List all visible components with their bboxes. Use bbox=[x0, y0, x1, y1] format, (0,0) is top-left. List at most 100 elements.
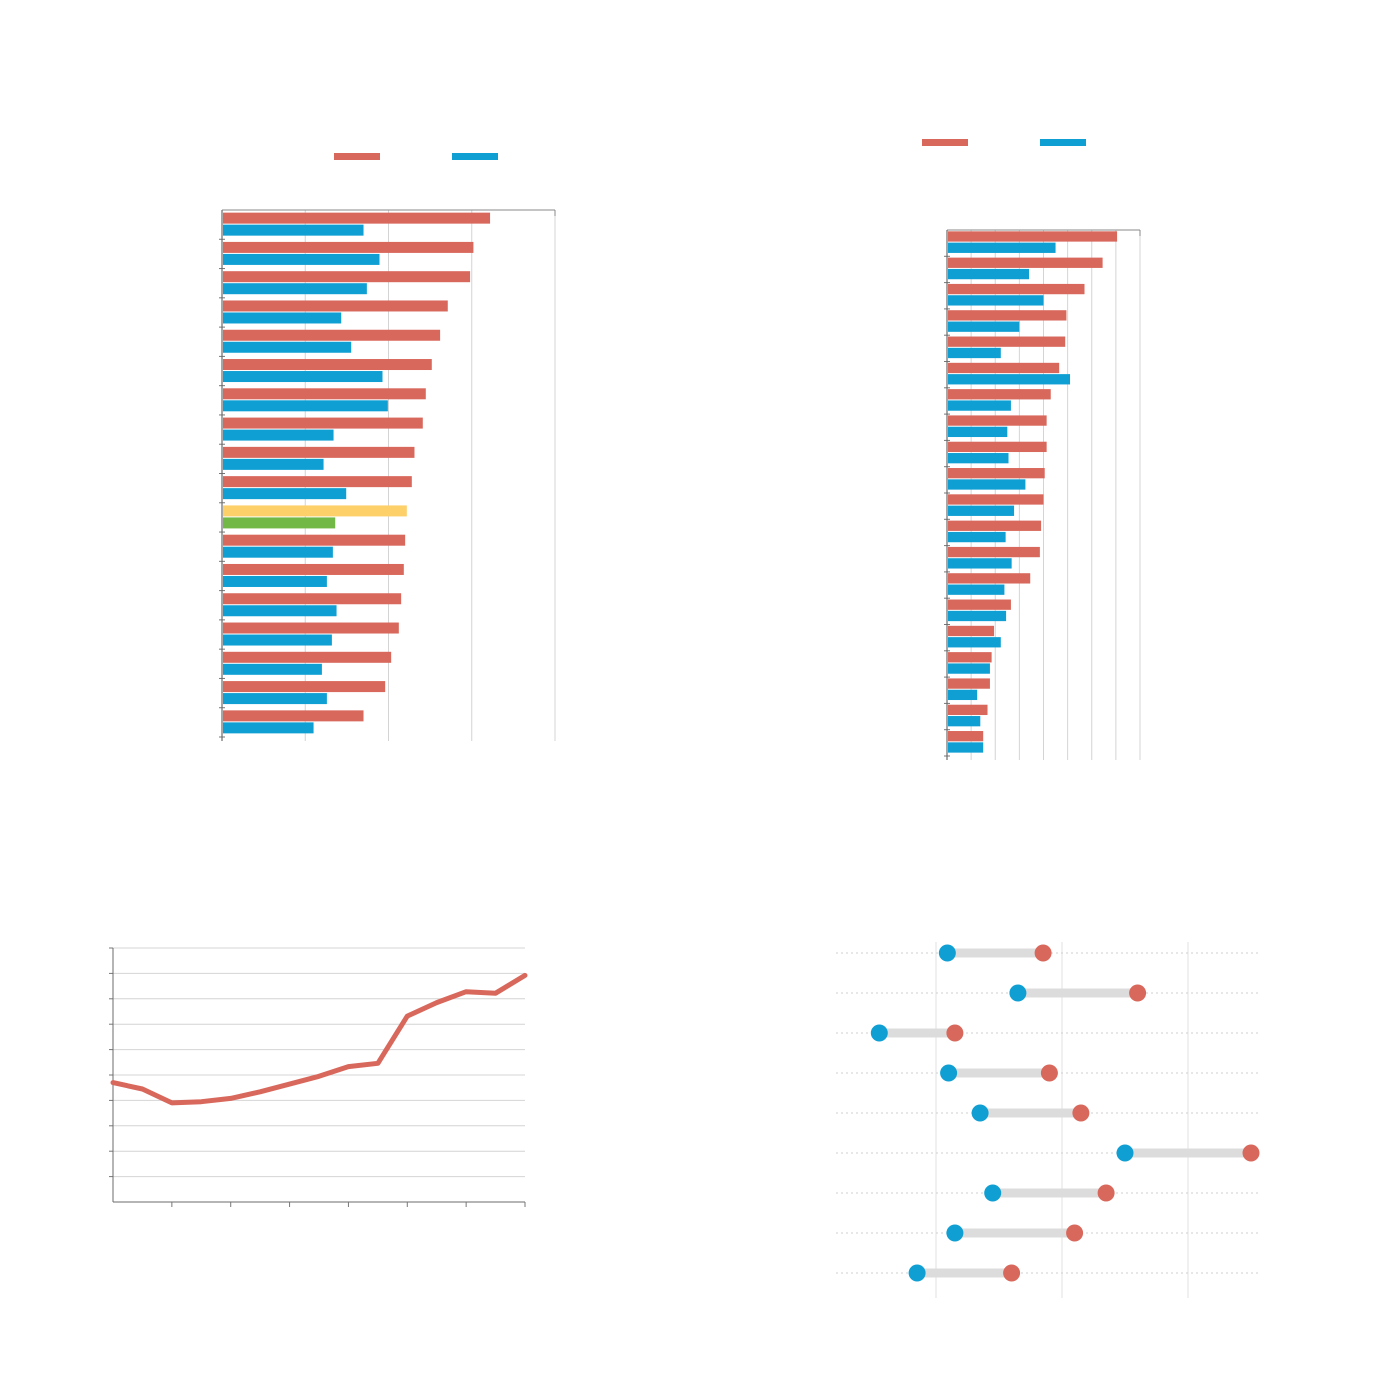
bar-series2-row-4 bbox=[223, 312, 342, 324]
bar-series1-row-10 bbox=[948, 468, 1045, 479]
bar-series2-row-20 bbox=[948, 742, 984, 753]
chart-panel-4 bbox=[690, 880, 1380, 1386]
bar-series2-row-15 bbox=[223, 634, 332, 646]
chart-panel-1 bbox=[0, 0, 690, 800]
bar-series2-row-5 bbox=[948, 347, 1001, 359]
bar-series2-row-16 bbox=[948, 637, 1001, 648]
bar-series1-row-9 bbox=[223, 446, 415, 458]
bar-series1-row-12 bbox=[223, 534, 406, 546]
bar-series2-row-7 bbox=[223, 400, 388, 412]
bar-series2-row-18 bbox=[948, 689, 978, 701]
dumbbell-start-dot-1 bbox=[938, 944, 956, 962]
bar-series1-row-3 bbox=[948, 283, 1085, 295]
bar-series1-row-4 bbox=[948, 310, 1067, 321]
bar-series1-row-16 bbox=[948, 625, 995, 637]
bar-series2-row-19 bbox=[948, 716, 981, 727]
bar-series1-row-14 bbox=[223, 593, 402, 605]
bar-series2-row-1 bbox=[223, 224, 364, 236]
bar-series2-row-6 bbox=[223, 371, 383, 383]
bar-series2-row-17 bbox=[223, 693, 327, 705]
bar-series2-row-16 bbox=[223, 663, 322, 675]
bar-series2-row-8 bbox=[948, 426, 1008, 438]
bar-series1-row-11 bbox=[223, 505, 407, 517]
bar-series1-row-5 bbox=[948, 336, 1066, 347]
dumbbell-start-dot-3 bbox=[870, 1024, 888, 1042]
bar-series2-row-17 bbox=[948, 663, 990, 674]
bar-series1-row-13 bbox=[223, 563, 404, 575]
bar-series2-row-1 bbox=[948, 242, 1056, 253]
bar-series1-row-3 bbox=[223, 271, 471, 283]
bar-series2-row-8 bbox=[223, 429, 334, 441]
dumbbell-start-dot-8 bbox=[946, 1224, 964, 1242]
bar-series2-row-3 bbox=[948, 295, 1044, 306]
bar-series1-row-2 bbox=[223, 241, 474, 253]
dumbbell-start-dot-9 bbox=[908, 1264, 926, 1282]
bar-series2-row-11 bbox=[948, 505, 1015, 516]
bar-series1-row-5 bbox=[223, 329, 441, 341]
bar-series1-row-12 bbox=[948, 520, 1042, 531]
dumbbell-end-dot-7 bbox=[1097, 1184, 1115, 1202]
bar-series1-row-14 bbox=[948, 573, 1031, 584]
dumbbell-end-dot-5 bbox=[1072, 1104, 1090, 1122]
bar-series2-row-13 bbox=[223, 575, 327, 587]
legend-swatch-1 bbox=[922, 139, 968, 146]
line-chart bbox=[109, 947, 528, 1207]
dumbbell-end-dot-6 bbox=[1242, 1144, 1260, 1162]
bar-series2-row-2 bbox=[948, 268, 1030, 280]
bar-series1-row-8 bbox=[223, 417, 423, 429]
bar-series1-row-20 bbox=[948, 731, 984, 742]
dumbbell-start-dot-4 bbox=[940, 1064, 958, 1082]
bar-series1-row-4 bbox=[223, 300, 448, 312]
bar-series1-row-15 bbox=[948, 599, 1011, 610]
bar-series2-row-10 bbox=[223, 488, 347, 500]
chart-panel-3 bbox=[0, 880, 690, 1386]
bar-series2-row-6 bbox=[948, 374, 1071, 385]
bar-series2-row-18 bbox=[223, 722, 314, 734]
bar-series2-row-5 bbox=[223, 341, 352, 353]
bar-series2-row-11 bbox=[223, 517, 336, 529]
bar-series1-row-16 bbox=[223, 651, 392, 663]
legend-swatch-2 bbox=[1040, 139, 1086, 146]
bar-chart-2 bbox=[922, 139, 1141, 760]
bar-series2-row-10 bbox=[948, 479, 1026, 490]
bar-series1-row-17 bbox=[948, 652, 992, 663]
bar-series2-row-7 bbox=[948, 400, 1011, 411]
bar-series2-row-13 bbox=[948, 558, 1012, 569]
dumbbell-end-dot-8 bbox=[1066, 1224, 1084, 1242]
chart-panel-2 bbox=[690, 0, 1380, 800]
bar-series1-row-18 bbox=[223, 710, 364, 722]
bar-series1-row-19 bbox=[948, 704, 988, 716]
bar-series1-row-6 bbox=[223, 359, 432, 371]
legend-swatch-1 bbox=[334, 153, 380, 160]
bar-series2-row-15 bbox=[948, 610, 1007, 622]
bar-series1-row-18 bbox=[948, 678, 990, 689]
bar-series2-row-12 bbox=[223, 546, 333, 558]
bar-series1-row-2 bbox=[948, 257, 1103, 268]
bar-series1-row-7 bbox=[223, 388, 426, 400]
bar-series1-row-13 bbox=[948, 546, 1040, 558]
bar-series2-row-9 bbox=[223, 458, 324, 470]
bar-series1-row-15 bbox=[223, 622, 399, 634]
bar-chart-1 bbox=[219, 153, 556, 741]
bar-series1-row-6 bbox=[948, 362, 1060, 374]
bar-series1-row-7 bbox=[948, 389, 1051, 400]
bar-series1-row-1 bbox=[223, 212, 491, 224]
dumbbell-chart bbox=[836, 942, 1260, 1298]
bar-series1-row-1 bbox=[948, 231, 1118, 242]
bar-series1-row-11 bbox=[948, 494, 1044, 505]
dumbbell-start-dot-2 bbox=[1009, 984, 1027, 1002]
bar-series2-row-9 bbox=[948, 453, 1009, 464]
bar-series2-row-12 bbox=[948, 531, 1006, 543]
bar-series2-row-3 bbox=[223, 283, 367, 295]
bar-series2-row-14 bbox=[948, 584, 1005, 595]
legend-swatch-2 bbox=[452, 153, 498, 160]
bar-series2-row-2 bbox=[223, 253, 380, 265]
bar-series1-row-8 bbox=[948, 415, 1047, 426]
dumbbell-end-dot-2 bbox=[1129, 984, 1147, 1002]
bar-series1-row-17 bbox=[223, 681, 386, 693]
bar-series1-row-10 bbox=[223, 476, 412, 488]
dumbbell-start-dot-6 bbox=[1116, 1144, 1134, 1162]
dumbbell-start-dot-7 bbox=[984, 1184, 1002, 1202]
dumbbell-end-dot-1 bbox=[1034, 944, 1052, 962]
dumbbell-end-dot-4 bbox=[1040, 1064, 1058, 1082]
